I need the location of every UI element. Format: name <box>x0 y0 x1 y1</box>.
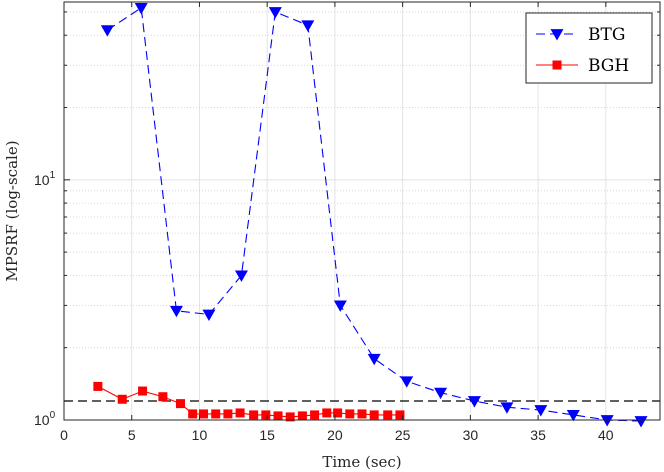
x-tick-label: 15 <box>259 427 275 443</box>
btg-marker <box>634 416 648 428</box>
btg-marker <box>301 20 315 32</box>
legend-bgh-marker <box>552 60 562 70</box>
btg-marker <box>550 29 564 41</box>
y-axis-label: MPSRF (log-scale) <box>3 140 21 281</box>
btg-marker <box>534 405 548 417</box>
bgh-marker <box>322 408 332 418</box>
bgh-marker <box>285 412 295 422</box>
bgh-marker <box>138 386 148 396</box>
btg-marker <box>169 305 183 318</box>
bgh-marker <box>235 408 245 418</box>
y-tick-base: 10 <box>34 412 50 428</box>
bgh-marker <box>369 410 379 420</box>
legend-bgh-label: BGH <box>588 56 629 76</box>
btg-marker <box>268 7 282 19</box>
btg-marker <box>600 415 614 427</box>
btg-marker <box>400 376 414 388</box>
series-group <box>93 2 648 428</box>
y-tick-exponent: 0 <box>50 410 56 421</box>
btg-marker <box>202 309 216 321</box>
legend: BTG BGH <box>525 12 653 84</box>
y-tick-exponent: 1 <box>50 170 56 181</box>
y-tick-base: 10 <box>34 172 50 188</box>
bgh-marker <box>199 409 209 419</box>
bgh-marker <box>552 60 562 70</box>
btg-marker <box>467 396 481 408</box>
btg-marker <box>434 387 448 400</box>
bgh-marker <box>93 381 103 391</box>
btg-marker <box>234 270 248 282</box>
bgh-marker <box>188 409 198 419</box>
btg-marker <box>500 402 514 414</box>
bgh-marker <box>117 394 127 404</box>
bgh-marker <box>357 409 367 419</box>
y-tick-label: 100 <box>34 410 56 428</box>
btg-marker <box>367 353 381 366</box>
bgh-marker <box>211 409 221 419</box>
bgh-marker <box>310 410 320 420</box>
x-tick-label: 30 <box>463 427 479 443</box>
bgh-series <box>93 381 405 422</box>
plot-frame <box>63 1 661 421</box>
x-tick-label: 20 <box>327 427 343 443</box>
bgh-marker <box>249 410 259 420</box>
bgh-marker <box>395 410 405 420</box>
bgh-marker <box>158 392 168 402</box>
btg-marker <box>566 410 580 422</box>
bgh-marker <box>333 408 343 418</box>
legend-box <box>525 12 653 84</box>
btg-line <box>107 6 642 422</box>
bgh-marker <box>175 399 185 409</box>
x-tick-label: 40 <box>598 427 614 443</box>
btg-marker <box>134 2 148 15</box>
y-tick-label: 101 <box>34 170 56 188</box>
legend-btg-marker <box>550 29 564 41</box>
bgh-marker <box>297 411 307 421</box>
legend-btg-label: BTG <box>588 25 625 45</box>
bgh-marker <box>273 411 283 421</box>
bgh-marker <box>345 409 355 419</box>
bgh-marker <box>223 409 233 419</box>
x-tick-label: 5 <box>128 427 136 443</box>
x-axis-label: Time (sec) <box>322 453 401 471</box>
btg-marker <box>333 300 347 312</box>
x-tick-label: 0 <box>60 427 68 443</box>
x-tick-label: 10 <box>192 427 208 443</box>
bgh-marker <box>383 410 393 420</box>
x-tick-label: 35 <box>530 427 546 443</box>
x-tick-label: 25 <box>395 427 411 443</box>
bgh-marker <box>261 410 271 420</box>
btg-series <box>100 2 648 428</box>
btg-marker <box>100 25 114 37</box>
x-axis-ticks: 0 5 10 15 20 25 30 35 40 <box>60 2 614 443</box>
